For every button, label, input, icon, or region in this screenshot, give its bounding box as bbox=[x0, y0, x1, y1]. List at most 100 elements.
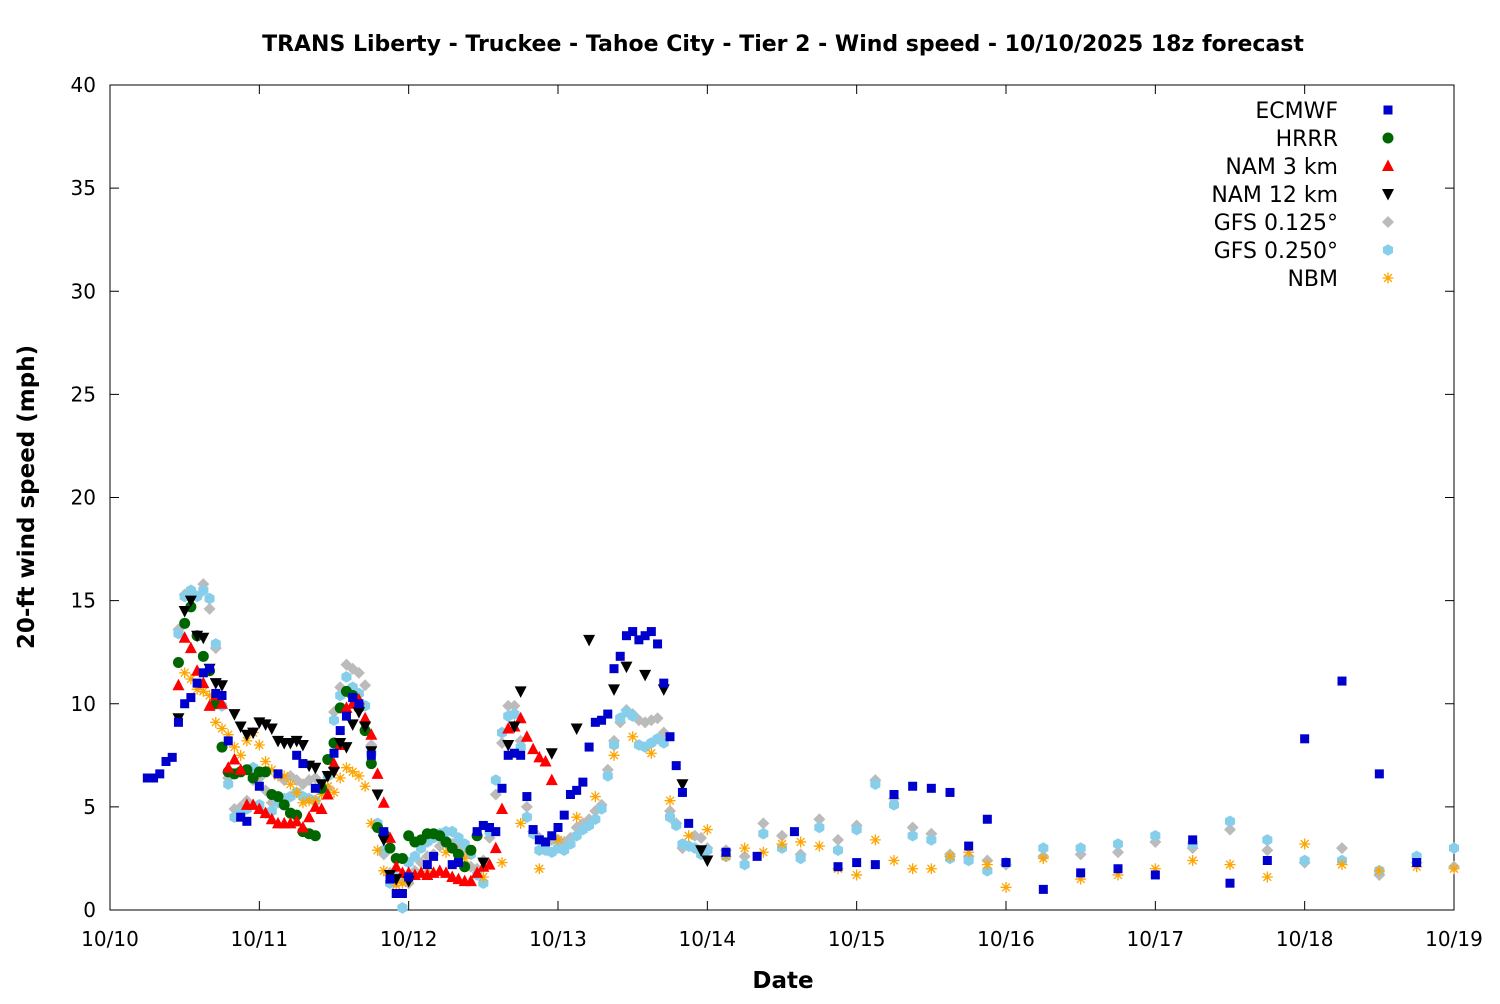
data-point bbox=[1262, 856, 1272, 865]
data-point bbox=[359, 679, 372, 692]
data-point bbox=[291, 786, 303, 798]
data-point bbox=[296, 821, 309, 833]
data-point bbox=[1149, 863, 1161, 875]
data-point bbox=[329, 748, 339, 758]
data-point bbox=[547, 831, 557, 841]
data-point bbox=[265, 723, 278, 735]
data-point bbox=[210, 716, 222, 728]
data-point bbox=[340, 701, 353, 713]
data-point bbox=[472, 827, 482, 837]
data-point bbox=[217, 691, 227, 700]
data-point bbox=[552, 834, 564, 846]
data-point bbox=[260, 756, 272, 767]
data-point bbox=[527, 742, 540, 755]
data-point bbox=[522, 792, 532, 802]
data-point bbox=[1150, 870, 1160, 880]
data-point bbox=[1224, 823, 1236, 836]
data-point bbox=[396, 852, 408, 864]
data-point bbox=[516, 750, 526, 760]
data-point bbox=[982, 814, 992, 824]
data-point bbox=[378, 865, 390, 877]
data-point bbox=[309, 830, 321, 842]
y-tick-label: 5 bbox=[83, 795, 96, 819]
data-point bbox=[234, 721, 247, 733]
data-point bbox=[198, 584, 209, 597]
data-point bbox=[583, 634, 596, 647]
data-point bbox=[533, 863, 545, 875]
data-point bbox=[272, 791, 284, 803]
data-point bbox=[758, 827, 769, 840]
data-point bbox=[1336, 842, 1348, 855]
data-point bbox=[1299, 838, 1311, 850]
data-point bbox=[489, 841, 502, 854]
data-point bbox=[627, 731, 639, 743]
data-point bbox=[359, 780, 371, 792]
data-point bbox=[422, 860, 432, 870]
data-point bbox=[253, 802, 266, 814]
data-point bbox=[502, 699, 515, 712]
legend-label: NBM bbox=[1287, 267, 1338, 292]
data-point bbox=[545, 748, 558, 760]
data-point bbox=[179, 667, 191, 679]
data-point bbox=[757, 817, 770, 830]
x-tick-label: 10/10 bbox=[81, 927, 139, 951]
data-point bbox=[359, 721, 372, 733]
x-tick-label: 10/12 bbox=[380, 927, 438, 951]
data-point bbox=[247, 798, 260, 810]
data-point bbox=[178, 631, 191, 643]
data-point bbox=[508, 721, 521, 733]
data-point bbox=[385, 874, 395, 884]
legend-label: ECMWF bbox=[1255, 99, 1338, 124]
data-point bbox=[211, 688, 221, 698]
data-point bbox=[315, 802, 328, 814]
data-point bbox=[589, 791, 601, 803]
data-point bbox=[795, 836, 807, 848]
data-point bbox=[216, 680, 228, 692]
data-point bbox=[377, 796, 390, 808]
data-point bbox=[565, 838, 576, 850]
data-point bbox=[503, 750, 513, 760]
legend-marker bbox=[1383, 105, 1393, 115]
data-point bbox=[485, 823, 495, 832]
data-point bbox=[1412, 858, 1422, 868]
data-point bbox=[1075, 842, 1086, 854]
data-point bbox=[514, 686, 527, 698]
data-point bbox=[273, 769, 283, 779]
data-point bbox=[664, 795, 676, 807]
data-point bbox=[242, 816, 252, 826]
x-tick-label: 10/19 bbox=[1425, 927, 1483, 951]
data-point bbox=[161, 757, 171, 766]
series-nam-3-km bbox=[172, 631, 558, 887]
data-point bbox=[906, 821, 919, 834]
data-point bbox=[609, 664, 619, 674]
data-point bbox=[597, 715, 607, 725]
data-point bbox=[259, 806, 272, 819]
data-point bbox=[889, 799, 899, 811]
data-point bbox=[223, 778, 234, 790]
data-point bbox=[659, 678, 669, 688]
data-point bbox=[520, 730, 533, 742]
data-point bbox=[352, 666, 365, 679]
data-point bbox=[671, 761, 681, 771]
series-nbm bbox=[179, 667, 1460, 893]
data-point bbox=[377, 834, 390, 847]
data-point bbox=[203, 699, 216, 711]
data-point bbox=[265, 812, 278, 825]
data-point bbox=[528, 825, 538, 835]
data-point bbox=[1337, 676, 1347, 686]
data-point bbox=[490, 774, 501, 786]
data-point bbox=[553, 823, 563, 832]
data-point bbox=[608, 749, 620, 761]
data-point bbox=[570, 723, 583, 735]
chart-title: TRANS Liberty - Truckee - Tahoe City - T… bbox=[262, 32, 1304, 57]
data-point bbox=[453, 858, 463, 868]
legend-marker bbox=[1382, 189, 1394, 201]
data-point bbox=[665, 732, 675, 742]
data-point bbox=[365, 728, 378, 740]
data-point bbox=[539, 755, 552, 767]
data-point bbox=[496, 857, 508, 869]
data-point bbox=[590, 813, 601, 825]
data-point bbox=[1150, 830, 1161, 842]
